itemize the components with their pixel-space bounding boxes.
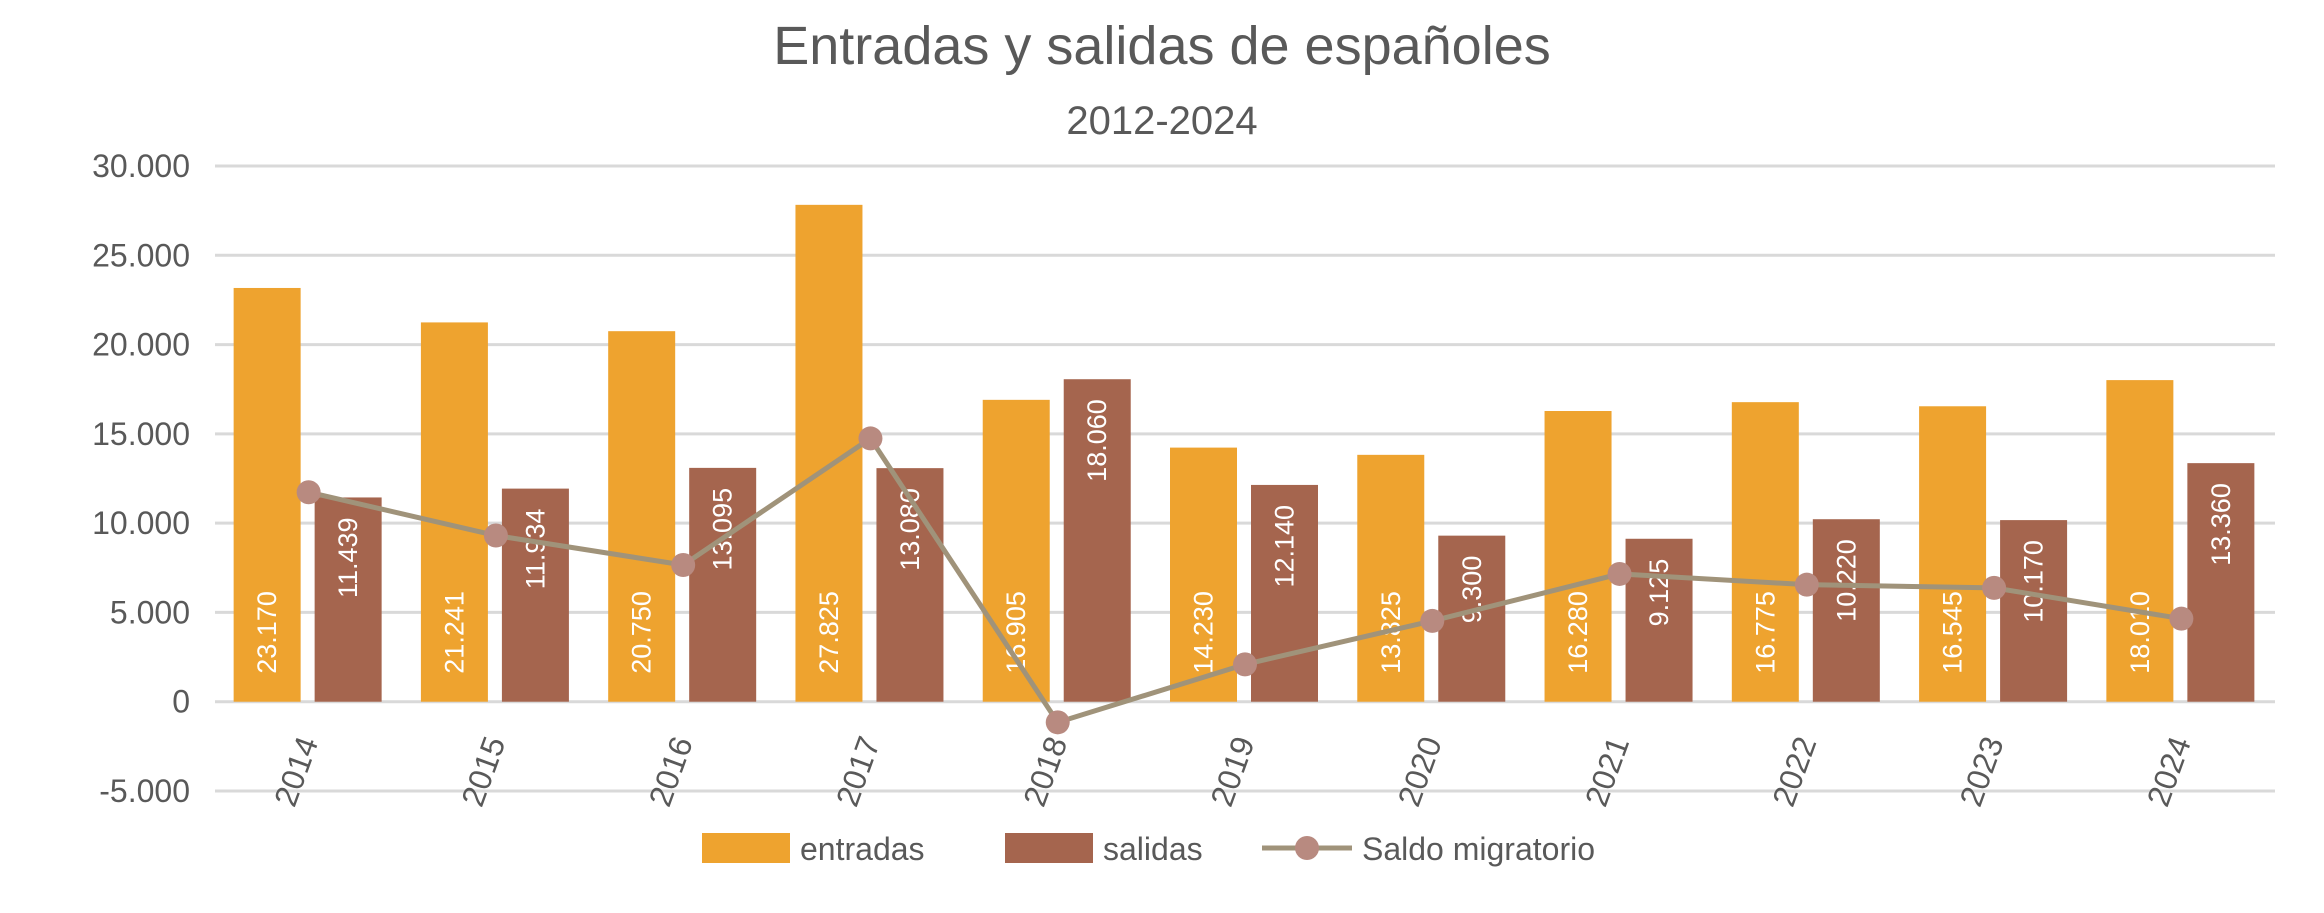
legend: entradas salidas Saldo migratorio (702, 831, 1595, 867)
saldo-migratorio-marker (1420, 608, 1445, 633)
x-tick-label: 2020 (1391, 732, 1449, 811)
x-tick-label: 2022 (1765, 732, 1823, 811)
entradas-bar (1731, 402, 1799, 702)
chart-title: Entradas y salidas de españoles (773, 16, 1551, 76)
salidas-bar (689, 467, 757, 702)
salidas-data-label: 18.060 (1082, 399, 1112, 482)
y-tick-label: 15.000 (92, 416, 190, 452)
x-tick-label: 2017 (829, 732, 887, 811)
legend-label-salidas: salidas (1103, 831, 1203, 867)
bars: 23.170 21.241 20.750 27.825 16.905 14.230 13.8… (233, 204, 2255, 702)
y-tick-label: 10.000 (92, 505, 190, 541)
saldo-migratorio-marker (1794, 572, 1819, 597)
salidas-data-label: 10.220 (1831, 539, 1861, 622)
y-tick-label: 25.000 (92, 237, 190, 273)
salidas-bar (501, 488, 569, 702)
saldo-migratorio-marker (483, 523, 508, 548)
saldo-migratorio-marker (671, 553, 696, 578)
x-tick-label: 2023 (1952, 732, 2010, 811)
entradas-bar (1357, 454, 1425, 702)
entradas-bar (982, 399, 1050, 702)
salidas-bar (1812, 519, 1880, 702)
salidas-bar (314, 497, 382, 702)
entradas-bar (1544, 411, 1612, 702)
saldo-migratorio-line (308, 434, 2182, 726)
entradas-data-label: 23.170 (252, 591, 282, 674)
entradas-data-label: 18.010 (2125, 591, 2155, 674)
y-tick-label: 0 (172, 684, 190, 720)
x-tick-label: 2021 (1578, 732, 1636, 811)
entradas-bar (608, 331, 676, 702)
entradas-data-label: 27.825 (814, 591, 844, 674)
legend-label-saldo: Saldo migratorio (1362, 831, 1595, 867)
salidas-data-label: 10.170 (2019, 540, 2049, 623)
salidas-data-label: 13.360 (2206, 483, 2236, 566)
entradas-data-label: 16.775 (1750, 591, 1780, 674)
x-tick-label: 2024 (2140, 732, 2198, 811)
salidas-bar (2000, 520, 2068, 702)
saldo-migratorio-marker (1233, 652, 1257, 677)
salidas-bar (876, 468, 944, 702)
x-axis: 2014 2015 2016 2017 2018 2019 2020 2021 2022 2023… (267, 732, 2198, 811)
salidas-bar (1251, 484, 1318, 702)
x-tick-label: 2016 (642, 732, 700, 811)
saldo-migratorio-marker (1607, 561, 1632, 586)
saldo-migratorio-marker (1045, 710, 1070, 735)
salidas-bar (2187, 463, 2255, 702)
salidas-bar (1625, 538, 1693, 702)
entradas-data-label: 16.280 (1563, 591, 1593, 674)
entradas-data-label: 16.545 (1938, 591, 1968, 674)
y-axis: 30.000 25.000 20.000 15.000 10.000 5.000 0 -5.0… (92, 148, 190, 809)
entradas-bar (1170, 447, 1237, 702)
x-tick-label: 2019 (1203, 732, 1261, 811)
x-tick-label: 2015 (454, 732, 512, 811)
entradas-bar (1919, 406, 1987, 702)
legend-label-entradas: entradas (800, 831, 925, 867)
saldo-migratorio-marker (2169, 606, 2194, 631)
salidas-data-label: 11.934 (520, 509, 550, 590)
saldo-migratorio-marker (1982, 575, 2007, 600)
y-tick-label: 20.000 (92, 327, 190, 363)
entradas-bar (2106, 380, 2174, 702)
chart-subtitle: 2012-2024 (1066, 99, 1257, 143)
saldo-migratorio-marker (296, 480, 321, 505)
entradas-data-label: 20.750 (627, 591, 657, 674)
salidas-data-label: 9.125 (1644, 559, 1674, 627)
salidas-data-label: 12.140 (1270, 505, 1300, 588)
salidas-bar (1063, 379, 1131, 702)
salidas-data-label: 11.439 (333, 517, 363, 598)
legend-swatch-salidas (1005, 833, 1093, 863)
entradas-data-label: 21.241 (439, 591, 469, 674)
y-tick-label: -5.000 (99, 773, 190, 809)
entradas-bar (233, 287, 301, 702)
y-tick-label: 30.000 (92, 148, 190, 184)
saldo-line (296, 426, 2194, 735)
x-tick-label: 2018 (1016, 732, 1074, 811)
entradas-data-label: 14.230 (1189, 591, 1219, 674)
legend-swatch-entradas (702, 833, 790, 863)
legend-swatch-saldo-marker (1295, 836, 1319, 860)
saldo-migratorio-marker (858, 426, 883, 451)
x-tick-label: 2014 (267, 732, 325, 811)
entradas-bar (420, 322, 488, 702)
y-tick-label: 5.000 (110, 594, 190, 630)
